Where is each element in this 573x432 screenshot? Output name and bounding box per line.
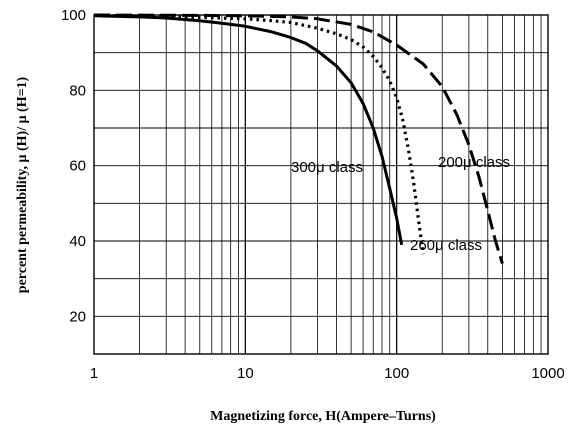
series-label-260: 260μ class — [410, 237, 482, 254]
x-tick-label: 1000 — [531, 365, 564, 382]
y-axis-label: percent permeability, μ (H)/ μ (H=1) — [15, 76, 30, 293]
x-axis-label: Magnetizing force, H(Ampere–Turns) — [210, 409, 436, 424]
y-tick-labels: 20 40 60 80 100 — [61, 7, 86, 325]
y-tick-label: 100 — [61, 7, 86, 24]
y-tick-label: 60 — [69, 158, 86, 175]
y-tick-label: 20 — [69, 308, 86, 325]
x-tick-label: 10 — [237, 365, 254, 382]
x-tick-labels: 1 10 100 1000 — [90, 365, 565, 382]
series-line-0 — [93, 14, 404, 246]
series-line-1 — [93, 13, 425, 255]
x-tick-label: 100 — [384, 365, 409, 382]
plot-frame — [93, 14, 549, 355]
y-tick-label: 40 — [69, 233, 86, 250]
series-group — [93, 13, 504, 265]
grid — [94, 15, 548, 354]
series-label-200: 200μ class — [438, 154, 510, 171]
x-tick-label: 1 — [90, 365, 98, 382]
series-line-2 — [93, 13, 504, 265]
series-label-300: 300μ class — [291, 159, 363, 176]
y-tick-label: 80 — [69, 82, 86, 99]
